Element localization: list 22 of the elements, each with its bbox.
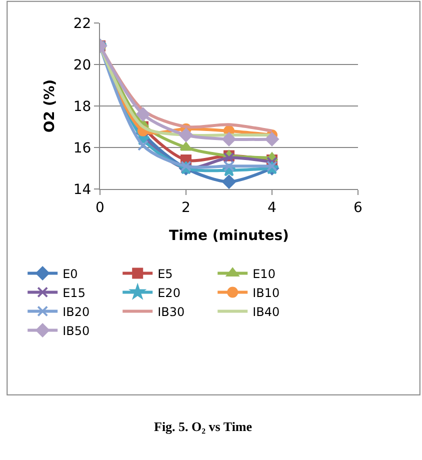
legend-label: E20	[158, 286, 180, 300]
legend-label: IB40	[252, 304, 280, 319]
y-axis-title: O2 (%)	[42, 79, 58, 133]
y-tick-label: 16	[73, 140, 92, 156]
legend-label: E0	[62, 266, 78, 281]
legend-label: E10	[252, 266, 276, 281]
legend-label: IB30	[158, 304, 185, 319]
y-tick-label: 22	[73, 16, 92, 32]
legend-label: E5	[158, 266, 173, 281]
caption: Fig. 5. O₂ vs Time	[154, 419, 252, 434]
y-tick-label: 14	[73, 182, 92, 198]
legend-label: IB10	[252, 286, 280, 300]
x-tick-label: 6	[354, 200, 363, 216]
y-tick-label: 18	[73, 98, 92, 115]
y-tick-label: 20	[73, 57, 92, 74]
x-tick-label: 4	[268, 200, 277, 216]
legend-label: IB20	[62, 304, 90, 319]
x-tick-label: 2	[182, 200, 190, 216]
x-tick-label: 0	[96, 200, 104, 216]
x-axis-title: Time (minutes)	[169, 228, 289, 244]
legend-label: E15	[62, 286, 86, 300]
legend-label: IB50	[62, 324, 90, 338]
